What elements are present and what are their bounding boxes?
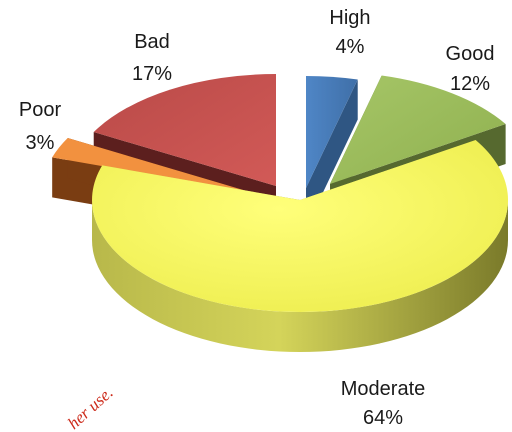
- slice-label-high: High: [329, 7, 370, 29]
- slice-percent-bad: 17%: [132, 63, 172, 85]
- pie-slice-top: [330, 75, 506, 184]
- pie-slice-moderate: [92, 139, 509, 352]
- pie-slice-top: [92, 139, 509, 313]
- slice-label-poor: Poor: [19, 99, 62, 121]
- slice-label-moderate: Moderate: [341, 378, 426, 400]
- pie-slice-side: [92, 200, 508, 352]
- pie-slice-top: [93, 74, 276, 186]
- slice-percent-poor: 3%: [26, 132, 55, 154]
- pie-slice-wall: [306, 79, 358, 229]
- slice-label-good: Good: [446, 43, 495, 65]
- slice-label-bad: Bad: [134, 31, 170, 53]
- pie-slice-top: [306, 75, 358, 188]
- pie-slice-top: [52, 138, 251, 192]
- slice-percent-high: 4%: [336, 36, 365, 58]
- pie-slice-high: [306, 75, 358, 229]
- slice-percent-good: 12%: [450, 73, 490, 95]
- slice-percent-moderate: 64%: [363, 407, 403, 429]
- watermark-text: her use.: [64, 383, 117, 432]
